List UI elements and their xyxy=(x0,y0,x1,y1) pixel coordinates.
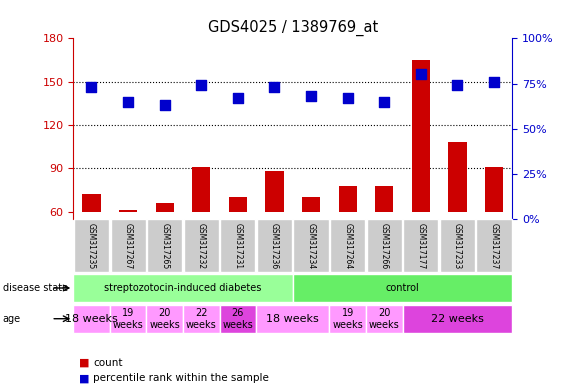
Point xyxy=(270,84,279,90)
Text: GSM317233: GSM317233 xyxy=(453,223,462,269)
Text: 20
weeks: 20 weeks xyxy=(369,308,400,329)
Point xyxy=(489,79,499,85)
Bar xyxy=(73,274,293,302)
Bar xyxy=(82,194,101,212)
Text: age: age xyxy=(3,314,21,324)
Bar xyxy=(74,219,109,272)
Text: 22 weeks: 22 weeks xyxy=(431,314,484,324)
Point xyxy=(343,95,352,101)
Bar xyxy=(110,305,146,333)
Point xyxy=(453,82,462,88)
Text: GSM317264: GSM317264 xyxy=(343,223,352,269)
Text: ■: ■ xyxy=(79,358,90,368)
Point xyxy=(234,95,243,101)
Bar xyxy=(338,186,357,212)
Text: 20
weeks: 20 weeks xyxy=(149,308,180,329)
Text: 19
weeks: 19 weeks xyxy=(332,308,363,329)
Text: 18 weeks: 18 weeks xyxy=(266,314,319,324)
Text: 22
weeks: 22 weeks xyxy=(186,308,217,329)
Point xyxy=(160,102,169,108)
Bar xyxy=(147,219,182,272)
Bar xyxy=(183,305,220,333)
Bar xyxy=(476,219,512,272)
Text: disease state: disease state xyxy=(3,283,68,293)
Bar xyxy=(375,186,394,212)
Bar xyxy=(293,274,512,302)
Bar xyxy=(229,197,247,212)
Bar xyxy=(220,219,256,272)
Bar xyxy=(257,219,292,272)
Text: count: count xyxy=(93,358,122,368)
Bar xyxy=(73,305,110,333)
Text: GSM317232: GSM317232 xyxy=(197,223,205,269)
Bar xyxy=(330,219,365,272)
Bar xyxy=(220,305,256,333)
Point xyxy=(87,84,96,90)
Bar xyxy=(192,167,211,212)
Point xyxy=(417,71,426,78)
Bar xyxy=(403,305,512,333)
Bar xyxy=(366,305,403,333)
Point xyxy=(197,82,206,88)
Text: GSM317266: GSM317266 xyxy=(380,223,388,269)
Text: 18 weeks: 18 weeks xyxy=(65,314,118,324)
Bar xyxy=(256,305,329,333)
Point xyxy=(379,98,388,104)
Text: 19
weeks: 19 weeks xyxy=(113,308,144,329)
Bar xyxy=(293,219,329,272)
Text: GSM317236: GSM317236 xyxy=(270,223,279,269)
Bar xyxy=(110,219,146,272)
Text: GSM317267: GSM317267 xyxy=(124,223,132,269)
Text: percentile rank within the sample: percentile rank within the sample xyxy=(93,373,269,383)
Bar xyxy=(155,203,174,212)
Title: GDS4025 / 1389769_at: GDS4025 / 1389769_at xyxy=(208,20,378,36)
Text: GSM317237: GSM317237 xyxy=(490,223,498,269)
Text: GSM317234: GSM317234 xyxy=(307,223,315,269)
Text: GSM317265: GSM317265 xyxy=(160,223,169,269)
Text: control: control xyxy=(386,283,419,293)
Point xyxy=(123,98,133,104)
Text: ■: ■ xyxy=(79,373,90,383)
Text: GSM317231: GSM317231 xyxy=(234,223,242,269)
Point xyxy=(306,93,315,99)
Bar xyxy=(367,219,402,272)
Text: streptozotocin-induced diabetes: streptozotocin-induced diabetes xyxy=(104,283,262,293)
Bar xyxy=(302,197,320,212)
Text: GSM317177: GSM317177 xyxy=(417,223,425,269)
Bar xyxy=(485,167,503,212)
Bar xyxy=(265,171,284,212)
Bar xyxy=(403,219,439,272)
Bar xyxy=(119,210,137,212)
Bar xyxy=(146,305,183,333)
Bar xyxy=(412,60,430,212)
Bar xyxy=(440,219,475,272)
Bar xyxy=(448,142,467,212)
Text: GSM317235: GSM317235 xyxy=(87,223,96,269)
Bar xyxy=(329,305,366,333)
Text: 26
weeks: 26 weeks xyxy=(222,308,253,329)
Bar xyxy=(184,219,219,272)
